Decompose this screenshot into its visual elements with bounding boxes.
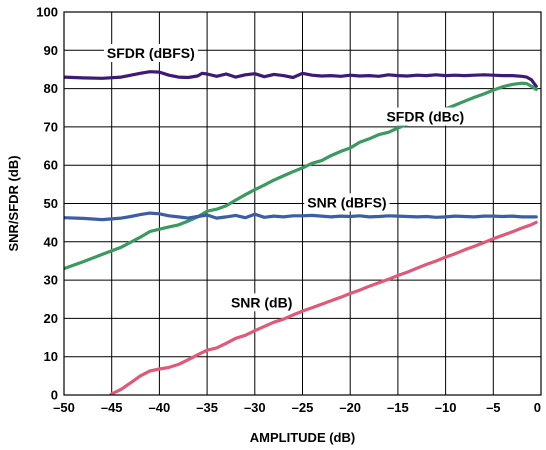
x-tick-label: –5 <box>486 400 500 415</box>
x-tick-label: 0 <box>534 400 541 415</box>
x-tick-label: –30 <box>244 400 266 415</box>
series-annotation: SNR (dBFS) <box>304 193 390 212</box>
x-tick-label: –20 <box>339 400 361 415</box>
y-tick-label: 70 <box>44 119 58 134</box>
series-annotations: SFDR (dBFS) SFDR (dBc) SNR (dBFS) SNR (dB) <box>103 43 468 312</box>
x-tick-label: –45 <box>101 400 123 415</box>
x-tick-label: –50 <box>53 400 75 415</box>
annotation-background <box>103 43 198 62</box>
annotation-label: SFDR (dBc) <box>386 109 464 125</box>
series-annotation: SFDR (dBc) <box>383 107 468 126</box>
y-tick-label: 50 <box>44 196 58 211</box>
y-tick-label: 30 <box>44 273 58 288</box>
y-tick-label: 90 <box>44 43 58 58</box>
y-tick-label: 60 <box>44 158 58 173</box>
series-line-sfdr-dbc <box>64 81 538 271</box>
annotation-background <box>383 107 468 126</box>
annotation-label: SNR (dBFS) <box>307 194 386 210</box>
y-tick-label: 10 <box>44 349 58 364</box>
x-tick-labels: –50 –45 –40 –35 –30 –25 –20 –15 –10 –5 0 <box>53 400 541 415</box>
grid <box>63 11 542 396</box>
y-tick-label: 0 <box>51 388 58 403</box>
annotation-background <box>304 193 390 212</box>
series-annotation: SFDR (dBFS) <box>103 43 198 62</box>
y-tick-label: 40 <box>44 234 58 249</box>
x-tick-label: –35 <box>196 400 218 415</box>
annotation-label: SNR (dB) <box>231 294 292 310</box>
annotation-background <box>227 293 296 312</box>
annotation-label: SFDR (dBFS) <box>107 45 195 61</box>
x-tick-label: –10 <box>435 400 457 415</box>
plot-frame <box>63 11 542 396</box>
series-line-sfdr-dbfs <box>64 70 538 88</box>
x-axis-title: AMPLITUDE (dB) <box>250 430 355 445</box>
y-axis-title: SNR/SFDR (dB) <box>6 155 21 251</box>
series-annotation: SNR (dB) <box>227 293 296 312</box>
y-tick-label: 80 <box>44 81 58 96</box>
x-tick-label: –40 <box>149 400 171 415</box>
y-tick-labels: 0 10 20 30 40 50 60 70 80 90 100 <box>36 5 58 403</box>
x-tick-label: –25 <box>292 400 314 415</box>
x-tick-label: –15 <box>387 400 409 415</box>
series-line-snr-db <box>108 220 538 395</box>
y-tick-label: 20 <box>44 311 58 326</box>
series-line-snr-dbfs <box>64 211 538 222</box>
series-lines <box>64 70 538 395</box>
y-tick-label: 100 <box>36 5 58 20</box>
